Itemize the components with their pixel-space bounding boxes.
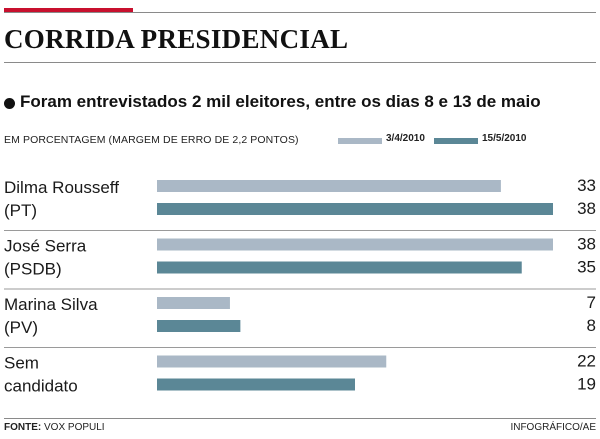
bar-2 bbox=[157, 261, 522, 274]
unit-note: EM PORCENTAGEM (MARGEM DE ERRO DE 2,2 PO… bbox=[4, 134, 299, 146]
footer-divider bbox=[4, 418, 596, 419]
data-label: 38 bbox=[577, 199, 596, 218]
title-accent-bar bbox=[4, 8, 133, 12]
legend-swatch-series-1 bbox=[338, 138, 382, 144]
legend-label-series-1: 3/4/2010 bbox=[386, 133, 425, 144]
category-label: José Serra bbox=[4, 237, 87, 256]
data-label: 35 bbox=[577, 258, 596, 277]
chart-title: CORRIDA PRESIDENCIAL bbox=[4, 24, 349, 54]
legend-label-series-2: 15/5/2010 bbox=[482, 133, 527, 144]
bar-2 bbox=[157, 320, 241, 332]
category-label: (PV) bbox=[4, 318, 38, 337]
data-label: 7 bbox=[587, 293, 596, 312]
source-value: VOX POPULI bbox=[41, 422, 105, 433]
bar-1 bbox=[157, 238, 553, 251]
chart-subtitle: Foram entrevistados 2 mil eleitores, ent… bbox=[20, 92, 541, 111]
credit-note: INFOGRÁFICO/AE bbox=[510, 422, 596, 433]
data-label: 8 bbox=[587, 316, 596, 335]
category-label: Sem bbox=[4, 354, 39, 373]
data-label: 22 bbox=[577, 352, 596, 371]
bar-1 bbox=[157, 355, 387, 368]
data-label: 33 bbox=[577, 176, 596, 195]
bar-1 bbox=[157, 297, 230, 309]
category-label: Marina Silva bbox=[4, 295, 98, 314]
top-divider bbox=[4, 12, 596, 13]
bullet-icon bbox=[4, 98, 15, 109]
category-label: candidato bbox=[4, 377, 78, 396]
category-label: Dilma Rousseff bbox=[4, 178, 119, 197]
bar-1 bbox=[157, 180, 501, 192]
bar-2 bbox=[157, 378, 355, 391]
source-label: FONTE: bbox=[4, 422, 42, 433]
bar-2 bbox=[157, 203, 553, 215]
title-divider bbox=[4, 62, 596, 63]
data-label: 19 bbox=[577, 375, 596, 394]
category-label: (PT) bbox=[4, 201, 37, 220]
source-note: FONTE: VOX POPULI bbox=[4, 422, 105, 433]
legend-swatch-series-2 bbox=[434, 138, 478, 144]
data-label: 38 bbox=[577, 235, 596, 254]
category-label: (PSDB) bbox=[4, 260, 62, 279]
